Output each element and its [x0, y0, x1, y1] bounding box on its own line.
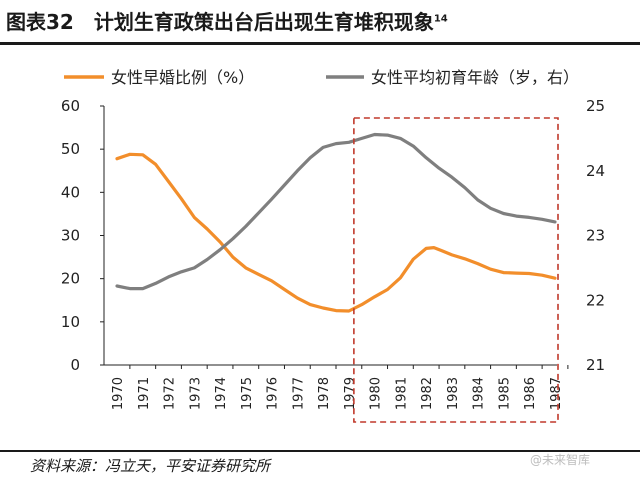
footer-rule	[0, 450, 640, 452]
x-tick-label: 1978	[317, 377, 332, 410]
watermark: @未来智库	[530, 453, 591, 467]
header-rule	[0, 42, 640, 45]
footnote-ref: 14	[433, 13, 448, 25]
figure-title: 图表32 计划生育政策出台后出现生育堆积现象14	[6, 6, 448, 35]
x-tick-label: 1983	[446, 377, 461, 410]
x-tick-label: 1970	[111, 377, 126, 410]
x-tick-label: 1980	[369, 377, 384, 410]
y-right-tick-label: 22	[586, 291, 605, 309]
y-right-tick-label: 24	[586, 162, 605, 180]
x-tick-label: 1975	[240, 377, 255, 410]
legend: 女性早婚比例（%） 女性平均初育年龄（岁，右）	[64, 68, 579, 87]
legend-label: 女性早婚比例（%）	[111, 68, 254, 87]
highlight-box-1979-1987	[353, 117, 559, 423]
y-left-tick-label: 20	[61, 270, 80, 288]
x-tick-label: 1986	[523, 377, 538, 410]
y-right-tick-label: 25	[586, 97, 605, 115]
series-line-first-birth-age	[115, 132, 557, 291]
x-tick-label: 1987	[549, 377, 564, 410]
series-group	[115, 132, 557, 313]
y-right-tick-label: 23	[586, 227, 605, 245]
x-tick-label: 1982	[420, 377, 435, 410]
y-left-tick-label: 30	[61, 227, 80, 245]
x-tick-label: 1971	[137, 377, 152, 410]
x-tick-label: 1981	[394, 377, 409, 410]
x-tick-label: 1977	[291, 377, 306, 410]
y-left-tick-label: 0	[70, 356, 80, 374]
x-tick-label: 1972	[163, 377, 178, 410]
chart: 女性早婚比例（%） 女性平均初育年龄（岁，右） 0 10 20 30 40 50 60 21 22…	[61, 68, 605, 423]
y-left-tick-label: 50	[61, 140, 80, 158]
x-tick-label: 1984	[472, 377, 487, 410]
x-tick-label: 1985	[497, 377, 512, 410]
source-note: 资料来源：冯立天，平安证券研究所	[30, 457, 271, 475]
x-tick-label: 1974	[214, 377, 229, 410]
x-tick-label: 1979	[343, 377, 358, 410]
legend-label: 女性平均初育年龄（岁，右）	[371, 68, 579, 87]
y-left-tick-label: 10	[61, 313, 80, 331]
x-tick-label: 1973	[188, 377, 203, 410]
y-left-tick-label: 40	[61, 183, 80, 201]
figure-title-text: 图表32 计划生育政策出台后出现生育堆积现象	[6, 10, 434, 34]
figure-header: 图表32 计划生育政策出台后出现生育堆积现象14	[0, 0, 640, 46]
axes: 0 10 20 30 40 50 60 21 22 23 24 25 1970 1971 1972 1973 1…	[61, 97, 605, 410]
series-line-early-marriage-ratio	[115, 152, 557, 313]
y-left-tick-label: 60	[61, 97, 80, 115]
y-right-tick-label: 21	[586, 356, 605, 374]
x-tick-label: 1976	[266, 377, 281, 410]
overlay	[353, 117, 559, 423]
